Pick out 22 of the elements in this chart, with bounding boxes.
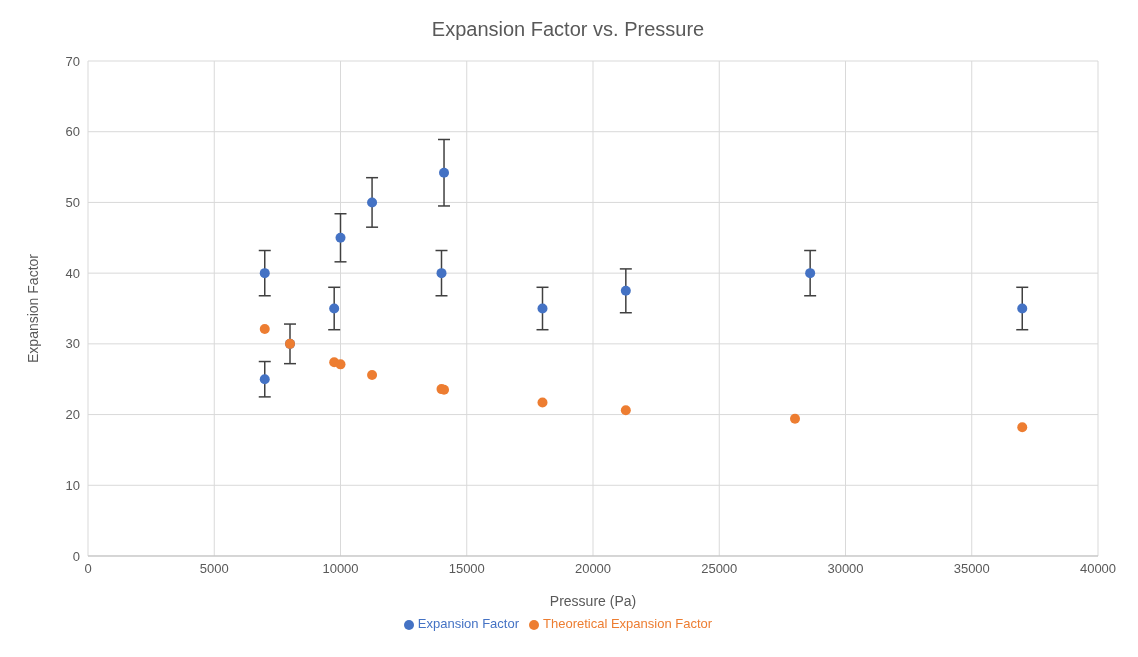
x-tick-label: 5000: [199, 561, 229, 577]
legend-label: Expansion Factor: [417, 616, 520, 631]
chart-title: Expansion Factor vs. Pressure: [430, 18, 706, 41]
y-tick-label: 70: [65, 53, 80, 69]
y-tick-label: 60: [65, 124, 80, 140]
x-tick-label: 30000: [827, 561, 864, 577]
x-tick-label: 0: [84, 561, 92, 577]
x-axis-title: Pressure (Pa): [549, 593, 637, 609]
y-tick-label: 0: [72, 548, 80, 564]
x-tick-label: 15000: [448, 561, 485, 577]
y-tick-label: 10: [65, 477, 80, 493]
y-axis-title: Expansion Factor: [24, 253, 41, 363]
y-tick-label: 20: [65, 407, 80, 423]
y-tick-label: 30: [65, 336, 80, 352]
y-tick-label: 40: [65, 265, 80, 281]
x-tick-label: 20000: [574, 561, 612, 577]
x-tick-label: 10000: [322, 561, 359, 577]
x-tick-label: 35000: [953, 561, 990, 577]
legend-label: Theoretical Expansion Factor: [543, 616, 713, 631]
x-tick-label: 40000: [1079, 561, 1117, 577]
y-tick-label: 50: [65, 195, 80, 211]
x-tick-label: 25000: [701, 561, 738, 577]
